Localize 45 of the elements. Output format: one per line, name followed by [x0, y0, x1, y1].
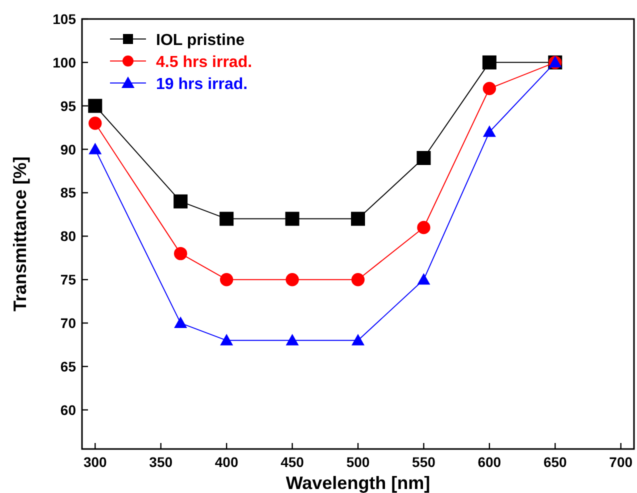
y-tick-label: 100	[52, 54, 76, 70]
y-tick-label: 90	[60, 141, 76, 158]
y-tick-label: 85	[60, 184, 76, 201]
x-axis-title: Wavelength [nm]	[286, 473, 430, 493]
x-tick-label: 600	[478, 454, 502, 470]
point	[174, 246, 188, 260]
legend-label: 4.5 hrs irrad.	[156, 54, 252, 71]
y-tick-label: 80	[60, 228, 76, 244]
point	[174, 316, 188, 328]
x-tick-label: 500	[346, 454, 370, 470]
point	[417, 273, 430, 285]
point	[482, 82, 496, 96]
point	[482, 55, 496, 70]
point	[174, 194, 188, 208]
point	[351, 273, 365, 286]
legend-label: IOL pristine	[156, 32, 245, 49]
x-tick-label: 700	[609, 454, 633, 470]
y-tick-label: 75	[60, 272, 76, 288]
point	[88, 98, 102, 113]
y-tick-label: 95	[60, 98, 76, 114]
point	[352, 334, 364, 346]
y-tick-label: 65	[60, 358, 76, 374]
x-tick-label: 650	[543, 454, 568, 470]
point	[417, 220, 430, 234]
x-tick-label: 300	[83, 454, 108, 470]
y-tick-label: 60	[60, 402, 76, 418]
point	[220, 273, 234, 286]
point	[285, 212, 300, 226]
point	[286, 334, 299, 346]
point	[482, 125, 496, 137]
point	[351, 212, 365, 226]
point	[220, 212, 234, 226]
y-tick-label: 70	[60, 315, 76, 332]
x-tick-label: 350	[149, 454, 173, 470]
y-tick-label: 105	[52, 11, 76, 27]
x-tick-label: 550	[412, 454, 436, 470]
x-tick-label: 450	[280, 454, 304, 470]
point	[286, 273, 299, 286]
point	[416, 150, 431, 165]
legend-label: 19 hrs irrad.	[156, 76, 248, 93]
y-axis-title: Transmittance [%]	[10, 156, 30, 312]
point	[220, 334, 234, 346]
point	[88, 142, 102, 154]
point	[88, 116, 102, 130]
x-tick-label: 400	[214, 454, 238, 470]
